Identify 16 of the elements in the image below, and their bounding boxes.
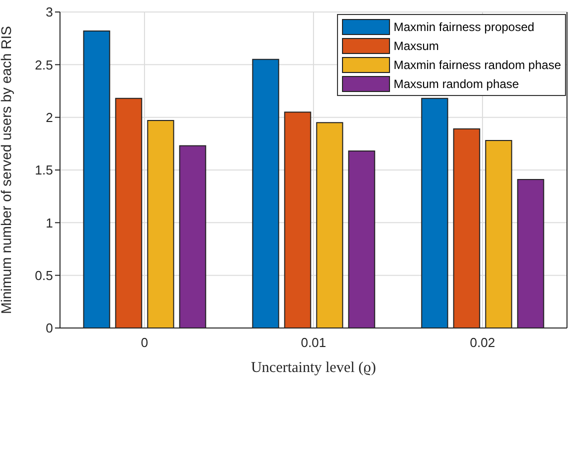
- legend-label: Maxmin fairness proposed: [394, 20, 534, 34]
- legend-label: Maxmin fairness random phase: [394, 58, 561, 72]
- y-tick-label: 1: [46, 215, 53, 230]
- legend-label: Maxsum random phase: [394, 76, 519, 90]
- y-tick-label: 0: [46, 320, 53, 336]
- legend-label: Maxsum: [394, 38, 439, 52]
- x-tick-label: 0.01: [300, 335, 326, 350]
- x-tick-label: 0: [140, 335, 148, 350]
- y-tick-label: 2: [46, 110, 53, 125]
- y-tick-label: 1.5: [34, 162, 53, 178]
- y-tick-label: 0.5: [34, 268, 53, 283]
- x-tick-label: 0.02: [470, 335, 496, 350]
- y-tick-label: 2.5: [34, 57, 53, 72]
- y-tick-label: 3: [46, 4, 53, 20]
- x-axis-title: Uncertainty level (ϱ): [250, 360, 376, 376]
- y-axis-title: Minimum number of served users by each RIS: [0, 26, 14, 314]
